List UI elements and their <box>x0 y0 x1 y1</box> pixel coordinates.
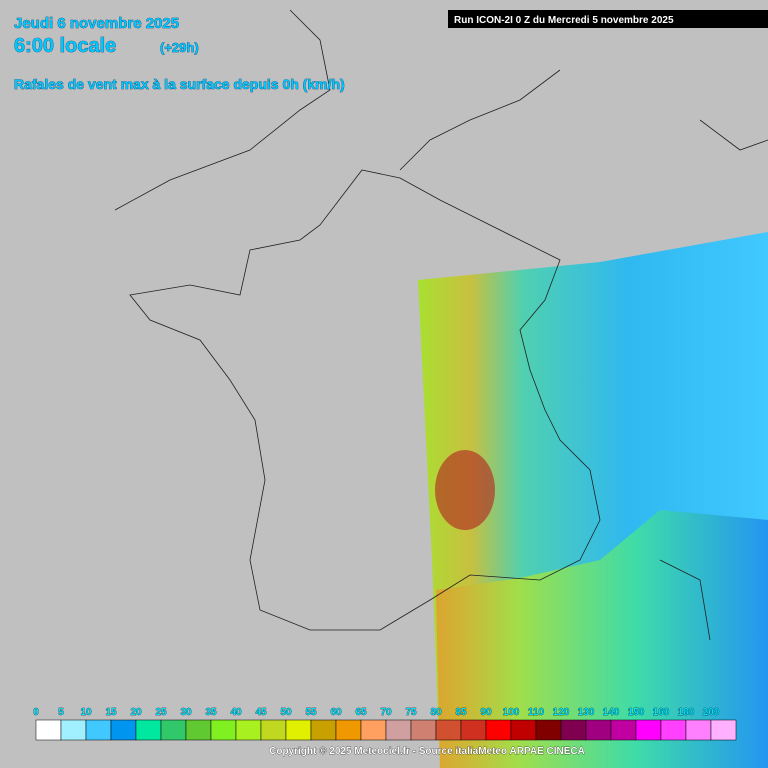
legend-label: 70 <box>380 707 392 718</box>
legend-label: 100 <box>503 707 520 718</box>
legend-label: 5 <box>58 707 64 718</box>
legend-label: 160 <box>653 707 670 718</box>
legend-label: 110 <box>528 707 545 718</box>
legend-label: 140 <box>603 707 620 718</box>
coastlines <box>114 9 768 641</box>
legend-swatch <box>335 719 362 741</box>
legend-label: 75 <box>405 707 417 718</box>
legend-label: 45 <box>255 707 267 718</box>
legend-label: 20 <box>130 707 142 718</box>
offset: (+29h) <box>160 40 199 55</box>
legend-swatch <box>135 719 162 741</box>
legend-label: 150 <box>628 707 645 718</box>
legend-swatch <box>35 719 62 741</box>
legend-swatch <box>85 719 112 741</box>
legend-swatch <box>110 719 137 741</box>
legend-swatch <box>685 719 712 741</box>
legend-swatch <box>635 719 662 741</box>
time: 6:00 locale <box>14 35 116 57</box>
legend-swatch <box>435 719 462 741</box>
sea-area <box>436 510 768 768</box>
legend-swatch <box>260 719 287 741</box>
legend-swatch <box>710 719 737 741</box>
legend-swatch <box>185 719 212 741</box>
date: Jeudi 6 novembre 2025 <box>14 15 179 32</box>
copyright: Copyright © 2025 Meteociel.fr - Source i… <box>269 746 585 757</box>
legend-swatch <box>235 719 262 741</box>
legend-label: 35 <box>205 707 217 718</box>
legend-swatch <box>385 719 412 741</box>
legend-label: 10 <box>80 707 92 718</box>
legend-swatch <box>460 719 487 741</box>
legend-swatch <box>660 719 687 741</box>
legend-label: 90 <box>480 707 492 718</box>
legend-swatch <box>610 719 637 741</box>
legend-label: 40 <box>230 707 242 718</box>
legend-swatch <box>535 719 562 741</box>
legend-label: 80 <box>430 707 442 718</box>
run-box <box>448 10 768 28</box>
legend-label: 30 <box>180 707 192 718</box>
parameter: Rafales de vent max à la surface depuis … <box>14 76 345 92</box>
legend-swatch <box>285 719 312 741</box>
legend-label: 120 <box>553 707 570 718</box>
legend-label: 50 <box>280 707 292 718</box>
legend-label: 180 <box>678 707 695 718</box>
legend-swatch <box>485 719 512 741</box>
legend-label: 200 <box>703 707 720 718</box>
run: Run ICON-2I 0 Z du Mercredi 5 novembre 2… <box>454 15 674 26</box>
legend-label: 130 <box>578 707 595 718</box>
legend: 0 5 10 15 20 25 30 35 40 45 50 55 60 65 70 75 80 85 90 100 1… <box>33 707 737 741</box>
legend-swatch <box>360 719 387 741</box>
legend-swatch <box>585 719 612 741</box>
france-border <box>129 169 601 631</box>
legend-swatch <box>410 719 437 741</box>
gust-area <box>435 450 495 530</box>
legend-label: 55 <box>305 707 317 718</box>
legend-swatch <box>510 719 537 741</box>
legend-swatch <box>560 719 587 741</box>
legend-label: 0 <box>33 707 39 718</box>
legend-swatch <box>60 719 87 741</box>
legend-swatch <box>160 719 187 741</box>
legend-label: 85 <box>455 707 467 718</box>
legend-swatch <box>210 719 237 741</box>
legend-label: 60 <box>330 707 342 718</box>
legend-label: 15 <box>105 707 117 718</box>
legend-label: 65 <box>355 707 367 718</box>
legend-label: 25 <box>155 707 167 718</box>
legend-swatch <box>310 719 337 741</box>
